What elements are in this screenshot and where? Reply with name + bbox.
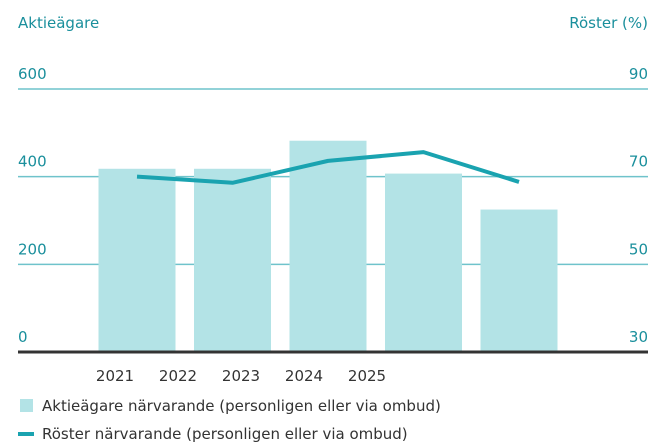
y-tick-label: 400 [18, 153, 47, 171]
legend-label: Röster närvarande (personligen eller via… [42, 425, 408, 443]
y2-tick-label: 50 [629, 240, 648, 258]
y-tick-label: 200 [18, 240, 47, 258]
line [136, 150, 520, 185]
y2-axis-title: Röster (%) [569, 14, 648, 32]
x-tick-label: 2022 [159, 367, 197, 385]
bar [480, 209, 558, 352]
x-tick-label: 2023 [222, 367, 260, 385]
y2-tick-label: 90 [629, 65, 648, 83]
bar [289, 140, 367, 352]
legend-swatch [20, 399, 33, 412]
x-tick-label: 2021 [96, 367, 134, 385]
bar [98, 168, 176, 352]
legend-label: Aktieägare närvarande (personligen eller… [42, 397, 441, 415]
y2-tick-label: 70 [629, 153, 648, 171]
bar [194, 168, 271, 352]
y2-tick-label: 30 [629, 328, 648, 346]
y-axis-title: Aktieägare [18, 14, 99, 32]
bar [385, 173, 462, 352]
y-tick-label: 600 [18, 65, 47, 83]
y-tick-label: 0 [18, 328, 28, 346]
x-tick-label: 2024 [285, 367, 323, 385]
x-tick-label: 2025 [348, 367, 386, 385]
